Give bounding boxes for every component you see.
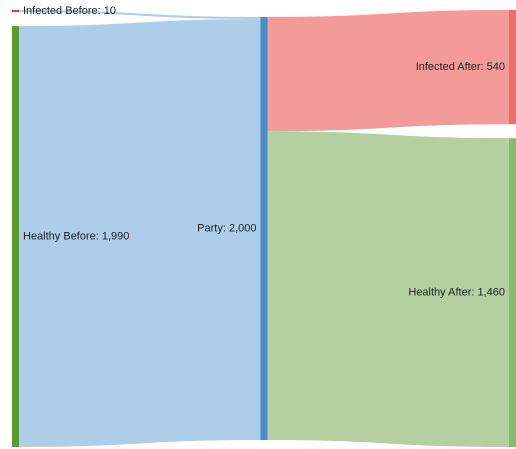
- node: [509, 10, 516, 125]
- node-label: Party: 2,000: [197, 222, 256, 234]
- node-label: Infected Before: 10: [23, 5, 116, 17]
- node: [260, 17, 268, 440]
- link: [267, 131, 509, 447]
- node: [12, 26, 19, 448]
- node-label: Healthy Before: 1,990: [23, 230, 129, 242]
- link: [267, 10, 509, 132]
- node-label: Infected After: 540: [416, 61, 505, 73]
- node: [509, 138, 516, 447]
- node-label: Healthy After: 1,460: [408, 287, 505, 299]
- link: [19, 10, 261, 20]
- node: [12, 10, 19, 13]
- link: [19, 19, 261, 448]
